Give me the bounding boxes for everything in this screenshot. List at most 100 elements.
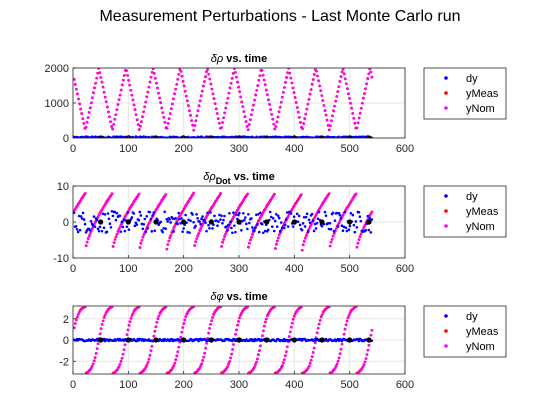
ynom-point (230, 352, 234, 356)
ynom-point (164, 306, 168, 309)
ynom-point (113, 118, 117, 121)
dy-point (316, 217, 320, 221)
ynom-point (314, 341, 317, 345)
ynom-point (110, 306, 114, 309)
black-marker (98, 219, 104, 225)
ynom-point (218, 122, 221, 125)
black-marker (366, 337, 372, 343)
dy-point (255, 213, 258, 217)
dy-point (216, 224, 219, 227)
ynom-point (278, 233, 281, 237)
ynom-point (75, 87, 78, 91)
ynom-point (107, 110, 110, 114)
ynom-point (146, 360, 150, 364)
dy-point (114, 218, 118, 222)
dy-point (100, 229, 104, 233)
ynom-point (148, 80, 152, 84)
ynom-point (160, 106, 164, 110)
dy-point (103, 213, 107, 216)
dy-point (283, 223, 287, 227)
black-marker (125, 337, 131, 343)
ynom-point (353, 121, 357, 125)
ynom-point (138, 128, 141, 131)
ynom-point (352, 116, 356, 120)
ynom-point (185, 94, 188, 98)
ynom-point (362, 363, 366, 366)
ynom-point (263, 324, 266, 328)
dy-point (349, 211, 353, 215)
ynom-point (358, 116, 361, 120)
ynom-point (211, 316, 215, 319)
black-marker (236, 219, 242, 225)
ynom-point (162, 116, 166, 119)
ynom-point (342, 68, 345, 71)
ynom-point (222, 116, 226, 119)
ynom-point (238, 90, 242, 94)
dy-point (171, 217, 174, 220)
ynom-point (176, 78, 180, 81)
plot-area (73, 306, 374, 374)
ynom-point (228, 86, 232, 90)
ynom-point (95, 76, 99, 80)
dy-point (140, 222, 144, 226)
ynom-point (274, 125, 278, 128)
ynom-point (145, 363, 149, 367)
dy-point (101, 212, 105, 216)
legend-label: yNom (466, 103, 495, 115)
ynom-point (229, 356, 233, 360)
ynom-point (154, 77, 157, 80)
ynom-point (205, 70, 209, 73)
legend-marker (444, 76, 448, 80)
dy-point (226, 229, 229, 232)
ynom-point (258, 349, 261, 352)
ynom-point (198, 366, 202, 370)
dy-point (238, 211, 241, 215)
dy-point (199, 222, 202, 226)
ynom-point (246, 192, 249, 196)
dy-point (301, 222, 305, 225)
ynom-point (95, 351, 98, 355)
ynom-point (209, 82, 213, 86)
dy-point (255, 223, 259, 226)
dy-point (233, 224, 236, 227)
ynom-point (148, 220, 152, 223)
ynom-point (332, 109, 336, 113)
ynom-point (369, 70, 373, 74)
ynom-point (248, 123, 251, 126)
dy-point (323, 210, 327, 214)
ynom-point (165, 127, 169, 130)
ynom-point (346, 87, 349, 91)
ynom-point (126, 328, 130, 332)
dy-point (268, 210, 272, 214)
dy-point (300, 228, 304, 232)
dy-point (295, 212, 299, 216)
ynom-point (364, 357, 368, 360)
dy-point (181, 230, 184, 233)
ynom-point (354, 306, 358, 309)
ynom-point (112, 241, 116, 244)
dy-point (211, 227, 214, 230)
dy-point (139, 214, 143, 217)
ynom-point (140, 120, 143, 123)
dy-point (305, 212, 309, 216)
ynom-point (205, 342, 209, 345)
ynom-point (330, 119, 333, 123)
ynom-point (200, 225, 204, 228)
ynom-point (147, 85, 151, 89)
ynom-point (292, 91, 296, 95)
ynom-point (207, 72, 211, 76)
ynom-point (225, 101, 229, 105)
dy-point (74, 225, 78, 228)
legend-box (423, 185, 507, 238)
ynom-point (355, 126, 359, 130)
dy-point (159, 220, 163, 224)
ynom-point (292, 318, 295, 321)
ynom-point (210, 319, 214, 322)
dy-point (91, 224, 95, 227)
ynom-point (90, 101, 93, 104)
dy-point (324, 214, 328, 217)
ynom-point (250, 113, 253, 117)
ynom-point (87, 237, 90, 241)
ynom-point (88, 111, 91, 114)
